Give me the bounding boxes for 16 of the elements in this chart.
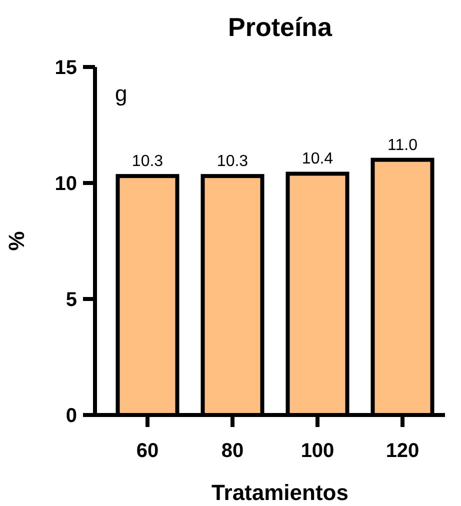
x-tick-label: 120: [386, 440, 420, 462]
annotation: g: [115, 81, 128, 106]
x-tick-label: 80: [221, 440, 244, 462]
y-tick-label: 15: [54, 57, 77, 79]
data-label: 10.3: [216, 153, 248, 170]
x-tick-label: 100: [300, 440, 334, 462]
data-label: 11.0: [388, 136, 418, 154]
data-label: 10.3: [132, 153, 164, 170]
data-label: 10.4: [302, 150, 334, 168]
y-axis-title: %: [4, 231, 29, 251]
y-tick-label: 5: [66, 289, 77, 311]
x-tick-label: 60: [136, 440, 159, 462]
y-tick-label: 10: [54, 173, 77, 195]
x-axis-title: Tratamientos: [212, 480, 348, 505]
y-tick-label: 0: [66, 405, 77, 427]
chart-title: Proteína: [228, 12, 333, 42]
